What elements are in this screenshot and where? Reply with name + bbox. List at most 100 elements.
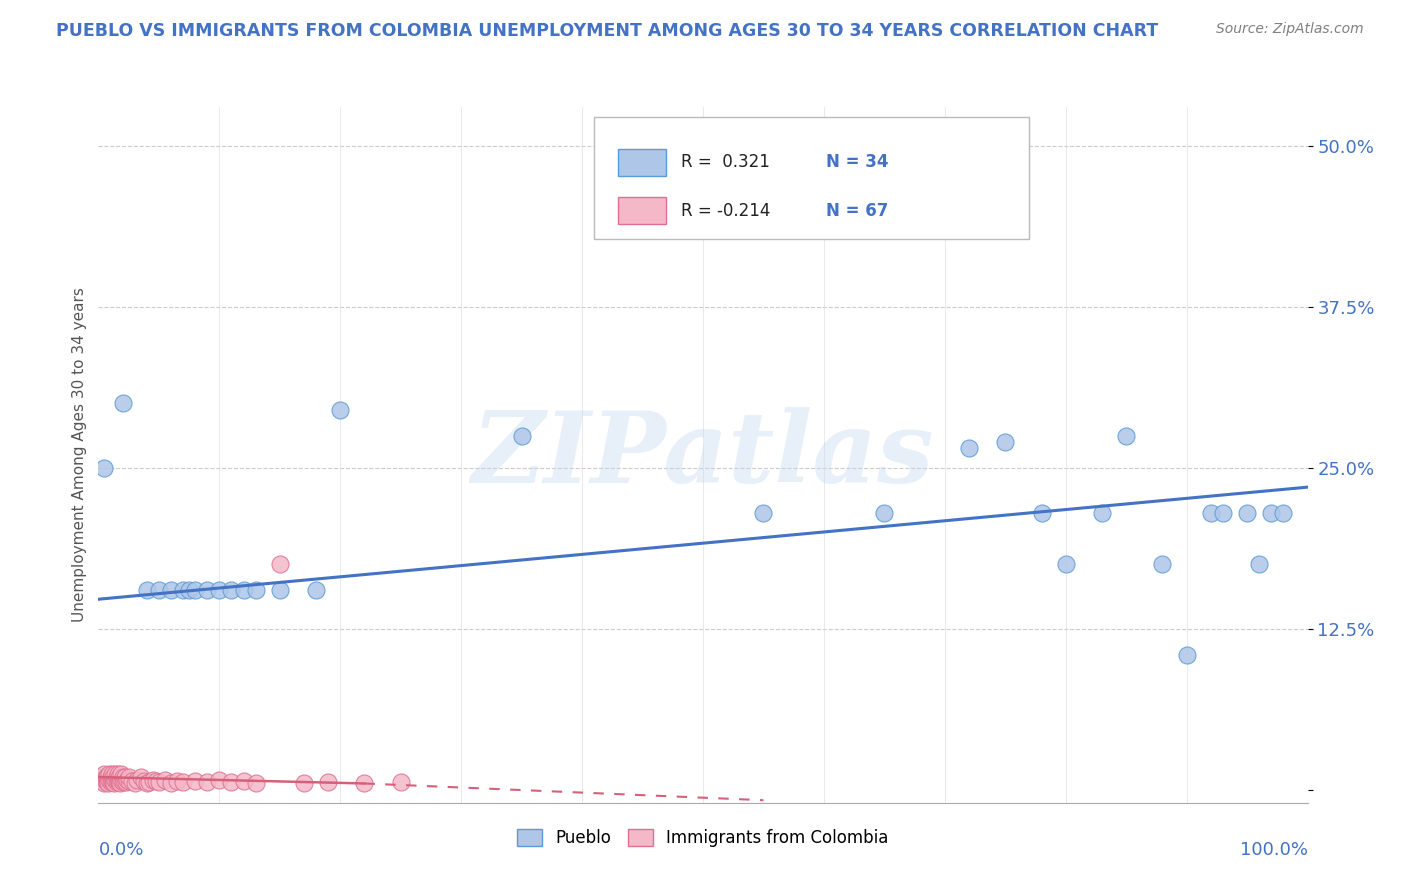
Point <box>121 773 143 788</box>
Point <box>1249 558 1271 572</box>
Text: Source: ZipAtlas.com: Source: ZipAtlas.com <box>1216 22 1364 37</box>
Point <box>134 773 156 788</box>
Point <box>153 772 176 787</box>
Point <box>269 558 291 572</box>
Point <box>104 772 127 787</box>
Point <box>101 770 124 784</box>
Text: R =  0.321: R = 0.321 <box>682 153 770 171</box>
Point <box>245 583 267 598</box>
Text: N = 67: N = 67 <box>827 202 889 219</box>
Legend: Pueblo, Immigrants from Colombia: Pueblo, Immigrants from Colombia <box>510 822 896 854</box>
Point <box>110 767 132 781</box>
Point <box>93 460 115 475</box>
Text: N = 34: N = 34 <box>827 153 889 171</box>
Point <box>118 770 141 784</box>
Point <box>108 776 131 790</box>
Point <box>91 773 114 788</box>
Point <box>160 776 183 790</box>
Point <box>117 772 139 787</box>
Point <box>166 773 188 788</box>
Point <box>103 773 125 788</box>
Point <box>89 770 111 784</box>
Point <box>1199 506 1222 520</box>
Point <box>111 775 134 789</box>
Point <box>105 770 128 784</box>
Point <box>108 773 131 788</box>
Y-axis label: Unemployment Among Ages 30 to 34 years: Unemployment Among Ages 30 to 34 years <box>72 287 87 623</box>
Point <box>232 583 254 598</box>
Point <box>129 770 152 784</box>
Point <box>124 776 146 790</box>
Point <box>100 767 122 781</box>
Point <box>100 773 122 788</box>
Point <box>96 770 118 784</box>
Point <box>177 583 201 598</box>
Point <box>245 776 267 790</box>
Point <box>1175 648 1198 662</box>
Point <box>1152 558 1174 572</box>
Point <box>172 775 194 789</box>
Point <box>105 775 128 789</box>
Point <box>184 773 207 788</box>
Point <box>114 770 136 784</box>
Point <box>172 583 194 598</box>
Point <box>110 772 132 787</box>
Point <box>97 773 120 788</box>
Point <box>1031 506 1053 520</box>
Point <box>353 776 375 790</box>
Text: 0.0%: 0.0% <box>98 841 143 859</box>
Point <box>910 222 932 236</box>
Point <box>160 583 183 598</box>
Point <box>98 772 121 787</box>
Point <box>100 770 122 784</box>
FancyBboxPatch shape <box>619 197 665 224</box>
Point <box>1054 558 1077 572</box>
Point <box>184 583 207 598</box>
Point <box>103 776 125 790</box>
Point <box>104 767 127 781</box>
Point <box>148 775 170 789</box>
Point <box>208 772 231 787</box>
Text: ZIPatlas: ZIPatlas <box>472 407 934 503</box>
Point <box>316 775 339 789</box>
Point <box>1115 428 1137 442</box>
Point <box>221 583 243 598</box>
Point <box>1236 506 1258 520</box>
Point <box>135 776 157 790</box>
Point <box>1272 506 1295 520</box>
Point <box>1260 506 1282 520</box>
Point <box>108 775 131 789</box>
Point <box>93 767 115 781</box>
Point <box>94 773 117 788</box>
Point <box>112 773 135 788</box>
Point <box>107 773 129 788</box>
Point <box>138 775 160 789</box>
FancyBboxPatch shape <box>619 149 665 176</box>
Point <box>389 775 412 789</box>
Point <box>96 775 118 789</box>
Point <box>94 770 117 784</box>
Point <box>111 396 134 410</box>
Point <box>142 772 165 787</box>
Point <box>135 583 157 598</box>
Point <box>107 767 129 781</box>
Point <box>118 773 141 788</box>
Point <box>329 402 352 417</box>
Point <box>994 435 1017 450</box>
Point <box>145 773 167 788</box>
Point <box>752 506 775 520</box>
Point <box>98 767 121 781</box>
Point <box>111 770 134 784</box>
Point <box>115 775 138 789</box>
FancyBboxPatch shape <box>595 118 1029 239</box>
Text: PUEBLO VS IMMIGRANTS FROM COLOMBIA UNEMPLOYMENT AMONG AGES 30 TO 34 YEARS CORREL: PUEBLO VS IMMIGRANTS FROM COLOMBIA UNEMP… <box>56 22 1159 40</box>
Point <box>100 775 122 789</box>
Text: R = -0.214: R = -0.214 <box>682 202 770 219</box>
Point <box>510 428 533 442</box>
Point <box>292 776 315 790</box>
Point <box>957 442 980 456</box>
Point <box>91 775 114 789</box>
Point <box>148 583 170 598</box>
Point <box>232 773 254 788</box>
Point <box>195 775 218 789</box>
